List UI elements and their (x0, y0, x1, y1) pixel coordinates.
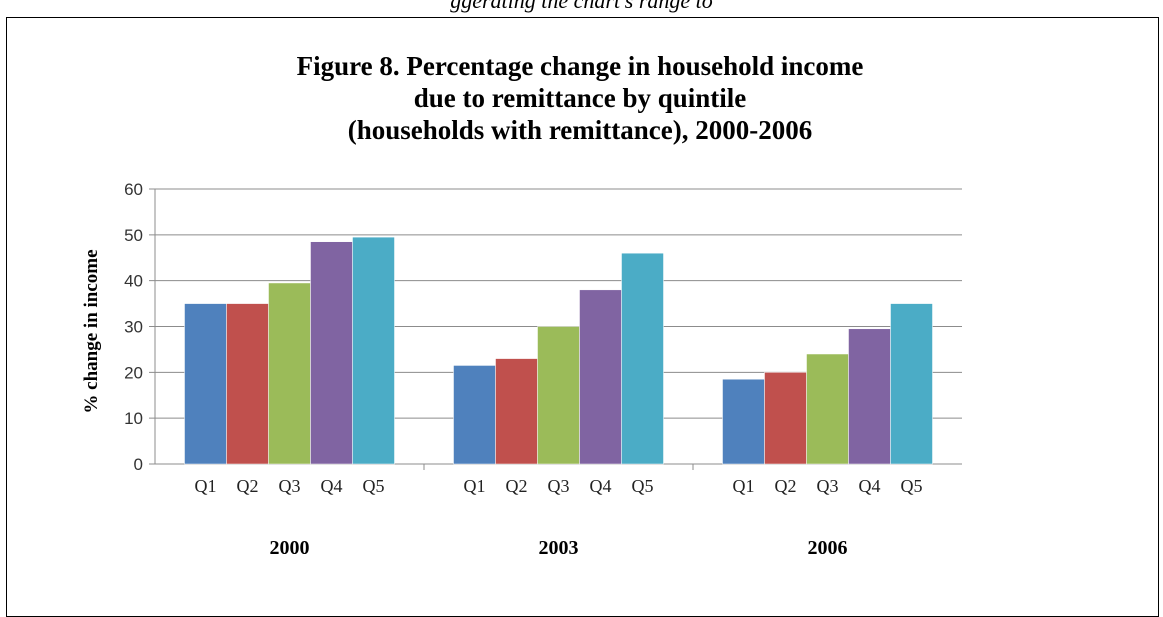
x-category-label-2000-Q5: Q5 (363, 476, 385, 496)
bar-2006-Q2 (764, 372, 807, 465)
bar-2003-Q2 (495, 358, 538, 465)
x-category-label-2000-Q3: Q3 (279, 476, 301, 496)
x-category-label-2003-Q5: Q5 (632, 476, 654, 496)
bar-2006-Q4 (848, 328, 891, 465)
bar-2003-Q5 (621, 252, 664, 465)
y-tick-label-40: 40 (124, 272, 143, 291)
x-category-label-2006-Q2: Q2 (775, 476, 797, 496)
chart-title-line-3: (households with remittance), 2000-2006 (347, 115, 813, 145)
chart-title-line-2: due to remittance by quintile (413, 83, 747, 113)
y-tick-label-0: 0 (134, 455, 143, 474)
x-category-label-2003-Q3: Q3 (548, 476, 570, 496)
x-category-label-2000-Q1: Q1 (195, 476, 217, 496)
x-category-label-2006-Q1: Q1 (733, 476, 755, 496)
x-category-label-2006-Q4: Q4 (859, 476, 881, 496)
y-tick-label-20: 20 (124, 363, 143, 382)
bar-2000-Q2 (226, 303, 269, 465)
y-tick-label-30: 30 (124, 318, 143, 337)
y-axis-label: % change in income (81, 249, 102, 413)
y-tick-label-60: 60 (124, 180, 143, 199)
bar-2003-Q4 (579, 289, 622, 465)
bar-2000-Q4 (310, 241, 353, 465)
bar-2006-Q5 (890, 303, 933, 465)
bar-2006-Q1 (722, 378, 765, 465)
x-category-label-2003-Q2: Q2 (506, 476, 528, 496)
bar-2000-Q5 (352, 236, 395, 465)
x-group-label-2003: 2003 (539, 537, 579, 559)
y-tick-label-10: 10 (124, 409, 143, 428)
bar-2003-Q1 (453, 365, 496, 465)
chart-title-line-1: Figure 8. Percentage change in household… (296, 51, 864, 81)
bar-2006-Q3 (806, 353, 849, 465)
chart-title: Figure 8. Percentage change in household… (180, 50, 980, 146)
x-category-label-2006-Q3: Q3 (817, 476, 839, 496)
bar-2000-Q1 (184, 303, 227, 465)
bar-2000-Q3 (268, 282, 311, 465)
header-fragment-text: ggerating the chart's range to (450, 0, 713, 13)
x-category-label-2000-Q4: Q4 (321, 476, 343, 496)
x-category-label-2003-Q1: Q1 (464, 476, 486, 496)
x-group-label-2000: 2000 (270, 537, 310, 559)
y-tick-label-50: 50 (124, 226, 143, 245)
x-group-label-2006: 2006 (808, 537, 848, 559)
x-category-label-2003-Q4: Q4 (590, 476, 612, 496)
bar-chart: 0 10 20 30 40 50 60 Q1 Q2 Q3 Q4 Q5 2000 Q1 Q2 Q3 Q4 Q5 200… (81, 180, 962, 559)
bar-2003-Q3 (537, 326, 580, 465)
x-category-label-2006-Q5: Q5 (901, 476, 923, 496)
x-category-label-2000-Q2: Q2 (237, 476, 259, 496)
